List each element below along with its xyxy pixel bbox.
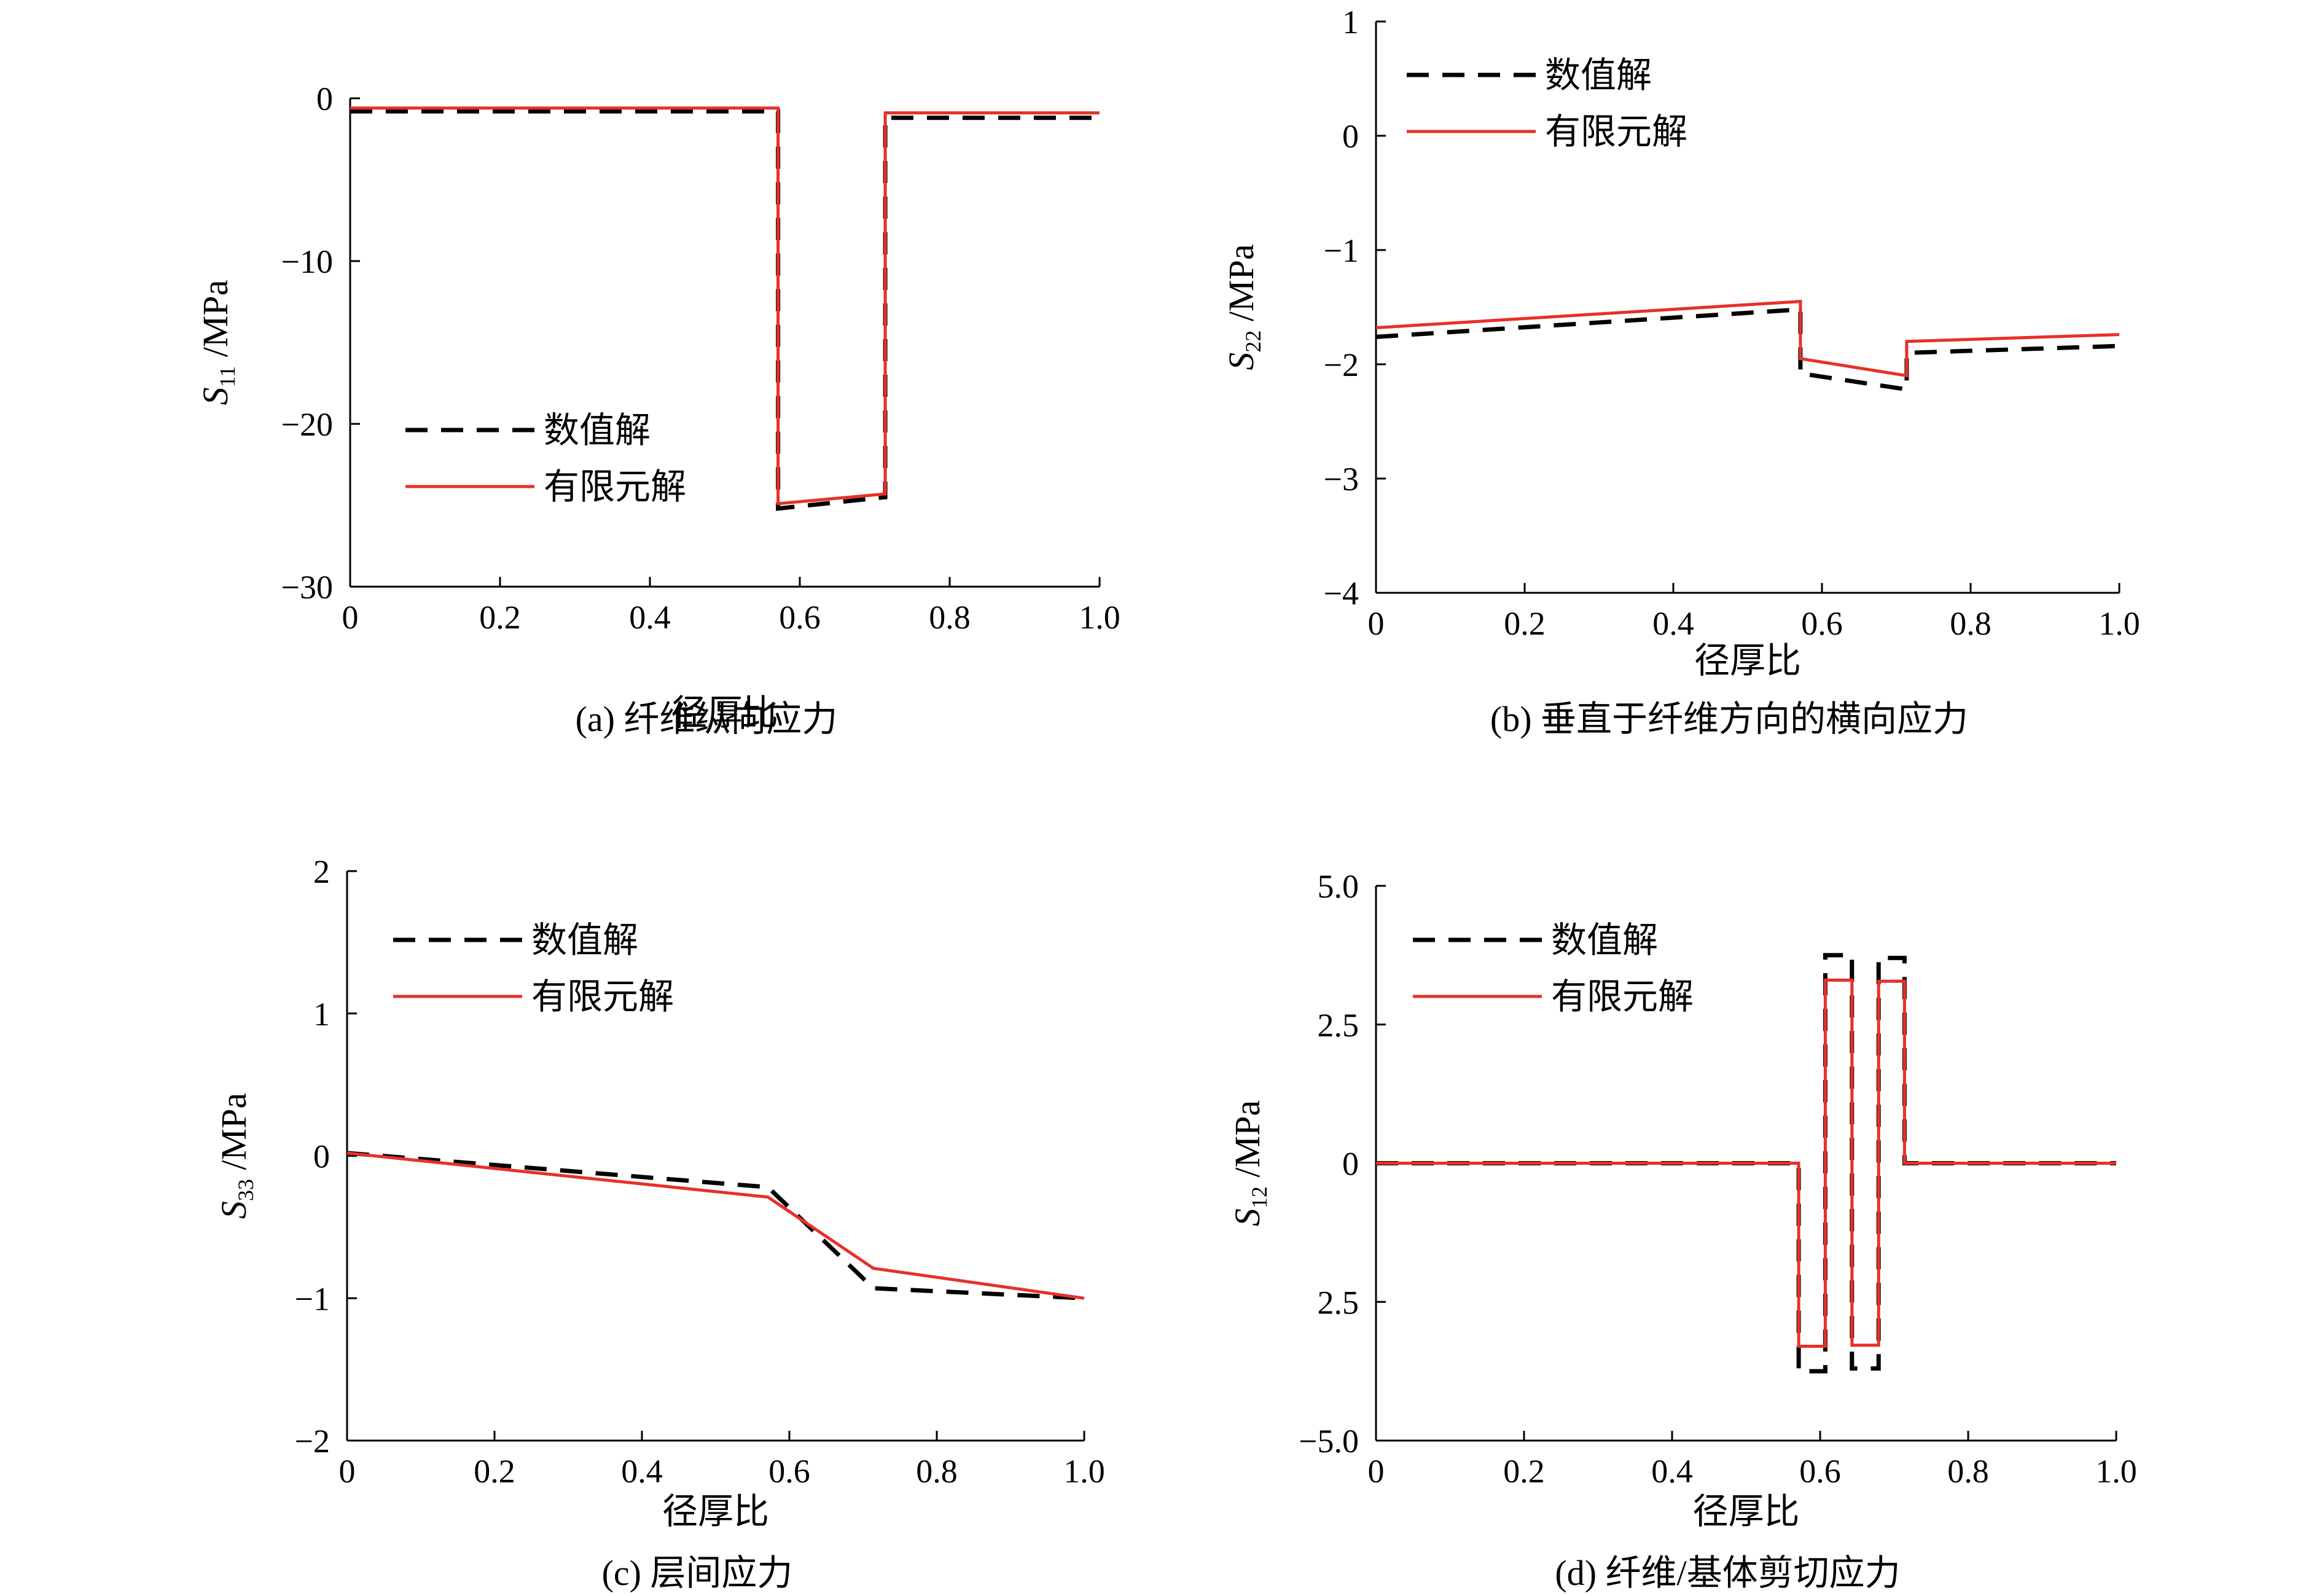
- x-tick-label: 0: [1368, 1453, 1385, 1490]
- x-tick-label: 0.4: [1652, 605, 1694, 642]
- series-line-fem: [346, 1151, 1085, 1300]
- y-axis-label-symbol: S: [1227, 1208, 1267, 1226]
- y-axis-label-unit: /MPa: [1221, 244, 1261, 330]
- x-tick-label: 0.6: [768, 1453, 810, 1490]
- x-tick-label: 0.8: [929, 599, 971, 636]
- series-line-fem: [1376, 979, 2116, 1348]
- y-tick-label: −4: [1324, 575, 1359, 612]
- x-tick-label: 0.4: [629, 599, 671, 636]
- x-tick-label: 0.2: [1504, 605, 1546, 642]
- series-line-numerical: [346, 1151, 1085, 1301]
- x-tick-label: 0.4: [621, 1453, 663, 1490]
- y-axis-label-unit: /MPa: [195, 280, 235, 366]
- x-tick-label: 0.2: [1503, 1453, 1545, 1490]
- x-tick-label: 0: [339, 1453, 356, 1490]
- x-tick-label: 0.6: [1799, 1453, 1841, 1490]
- y-axis-label-subscript: 12: [1247, 1186, 1272, 1208]
- y-tick-label: 2: [313, 853, 330, 890]
- y-axis-label-subscript: 11: [215, 366, 240, 388]
- legend-label: 有限元解: [1551, 977, 1694, 1017]
- panel-caption: (a) 纤维纵向应力: [576, 699, 838, 739]
- legend-label: 数值解: [544, 410, 651, 450]
- x-tick-label: 0.8: [1947, 1453, 1989, 1490]
- y-tick-label: 0: [1342, 118, 1359, 155]
- x-tick-label: 1.0: [2098, 605, 2140, 642]
- x-axis-label: 径厚比: [662, 1492, 769, 1531]
- y-tick-label: −3: [1324, 461, 1359, 498]
- panel-caption: (c) 层间应力: [602, 1553, 793, 1593]
- panel-caption: (b) 垂直于纤维方向的横向应力: [1490, 699, 1968, 739]
- legend-label: 有限元解: [1545, 112, 1687, 152]
- y-tick-label: −5.0: [1299, 1423, 1359, 1460]
- y-tick-label: 1: [313, 996, 330, 1033]
- x-axis-label: 径厚比: [1692, 1492, 1799, 1531]
- y-tick-label: −20: [281, 406, 333, 443]
- y-axis-label-symbol: S: [195, 387, 235, 405]
- x-tick-label: 0.6: [779, 599, 821, 636]
- chart-panel-a: 0 0.2 0.4 0.6 0.8 1.0 0 −10 −20 −30 径厚比 S11 /MPa 数值解…: [195, 80, 1120, 739]
- x-tick-label: 0.2: [474, 1453, 515, 1490]
- x-tick-label: 0.8: [916, 1453, 958, 1490]
- y-tick-label: −2: [1324, 346, 1359, 383]
- y-axis-label-unit: /MPa: [1227, 1100, 1267, 1186]
- y-axis-label-symbol: S: [1221, 353, 1261, 370]
- y-axis-label: S11 /MPa: [195, 280, 240, 405]
- y-tick-label: 0: [1342, 1146, 1359, 1183]
- y-tick-label: −1: [1324, 232, 1359, 269]
- y-tick-label: 1: [1342, 4, 1359, 41]
- y-tick-label: −2: [295, 1423, 330, 1460]
- y-axis-label: S33 /MPa: [214, 1093, 258, 1219]
- y-axis-label-subscript: 33: [233, 1179, 258, 1201]
- legend-label: 数值解: [1545, 55, 1652, 95]
- y-axis-label: S22 /MPa: [1221, 244, 1265, 370]
- legend-label: 有限元解: [544, 467, 686, 507]
- chart-panel-d: 0 0.2 0.4 0.6 0.8 1.0 5.0 2.5 0 2.5 −5.0 径厚比 S12 /MP…: [1227, 868, 2137, 1593]
- x-tick-label: 0: [1368, 605, 1385, 642]
- chart-panel-b: 0 0.2 0.4 0.6 0.8 1.0 1 0 −1 −2 −3 −4 径厚比 S22 /MPa 数值解…: [1221, 4, 2140, 739]
- x-tick-label: 0.2: [479, 599, 521, 636]
- legend-label: 数值解: [1551, 920, 1658, 960]
- y-axis-label-subscript: 22: [1241, 331, 1265, 353]
- x-tick-label: 1.0: [1063, 1453, 1105, 1490]
- x-tick-label: 0.4: [1651, 1453, 1693, 1490]
- y-tick-label: 0: [316, 80, 333, 117]
- chart-panel-c: 0 0.2 0.4 0.6 0.8 1.0 2 1 0 −1 −2 径厚比 S33 /MPa 数值解有限元…: [214, 853, 1105, 1593]
- x-axis-label: 径厚比: [671, 693, 778, 733]
- y-tick-label: −10: [281, 243, 333, 280]
- x-tick-label: 0.6: [1801, 605, 1843, 642]
- panel-caption: (d) 纤维/基体剪切应力: [1555, 1553, 1900, 1593]
- x-tick-label: 1.0: [1079, 599, 1120, 636]
- legend-label: 有限元解: [531, 977, 674, 1017]
- y-tick-label: 5.0: [1318, 868, 1359, 905]
- y-tick-label: −1: [295, 1280, 330, 1317]
- series-line-fem: [1375, 300, 2120, 378]
- y-axis-label: S12 /MPa: [1227, 1100, 1272, 1226]
- series-line-numerical: [350, 109, 1100, 511]
- x-axis-label: 径厚比: [1694, 641, 1801, 681]
- series-line-fem: [350, 106, 1100, 506]
- x-tick-label: 0: [342, 599, 359, 636]
- y-axis-label-symbol: S: [214, 1201, 254, 1219]
- legend-label: 数值解: [531, 920, 638, 960]
- series-line-numerical: [1375, 307, 2120, 392]
- y-tick-label: 0: [313, 1138, 330, 1175]
- x-tick-label: 0.8: [1950, 605, 1992, 642]
- y-axis-label-unit: /MPa: [214, 1093, 254, 1179]
- x-tick-label: 1.0: [2095, 1453, 2137, 1490]
- y-tick-label: −30: [281, 569, 333, 606]
- y-tick-label: 2.5: [1318, 1007, 1359, 1044]
- y-tick-label: 2.5: [1318, 1284, 1359, 1321]
